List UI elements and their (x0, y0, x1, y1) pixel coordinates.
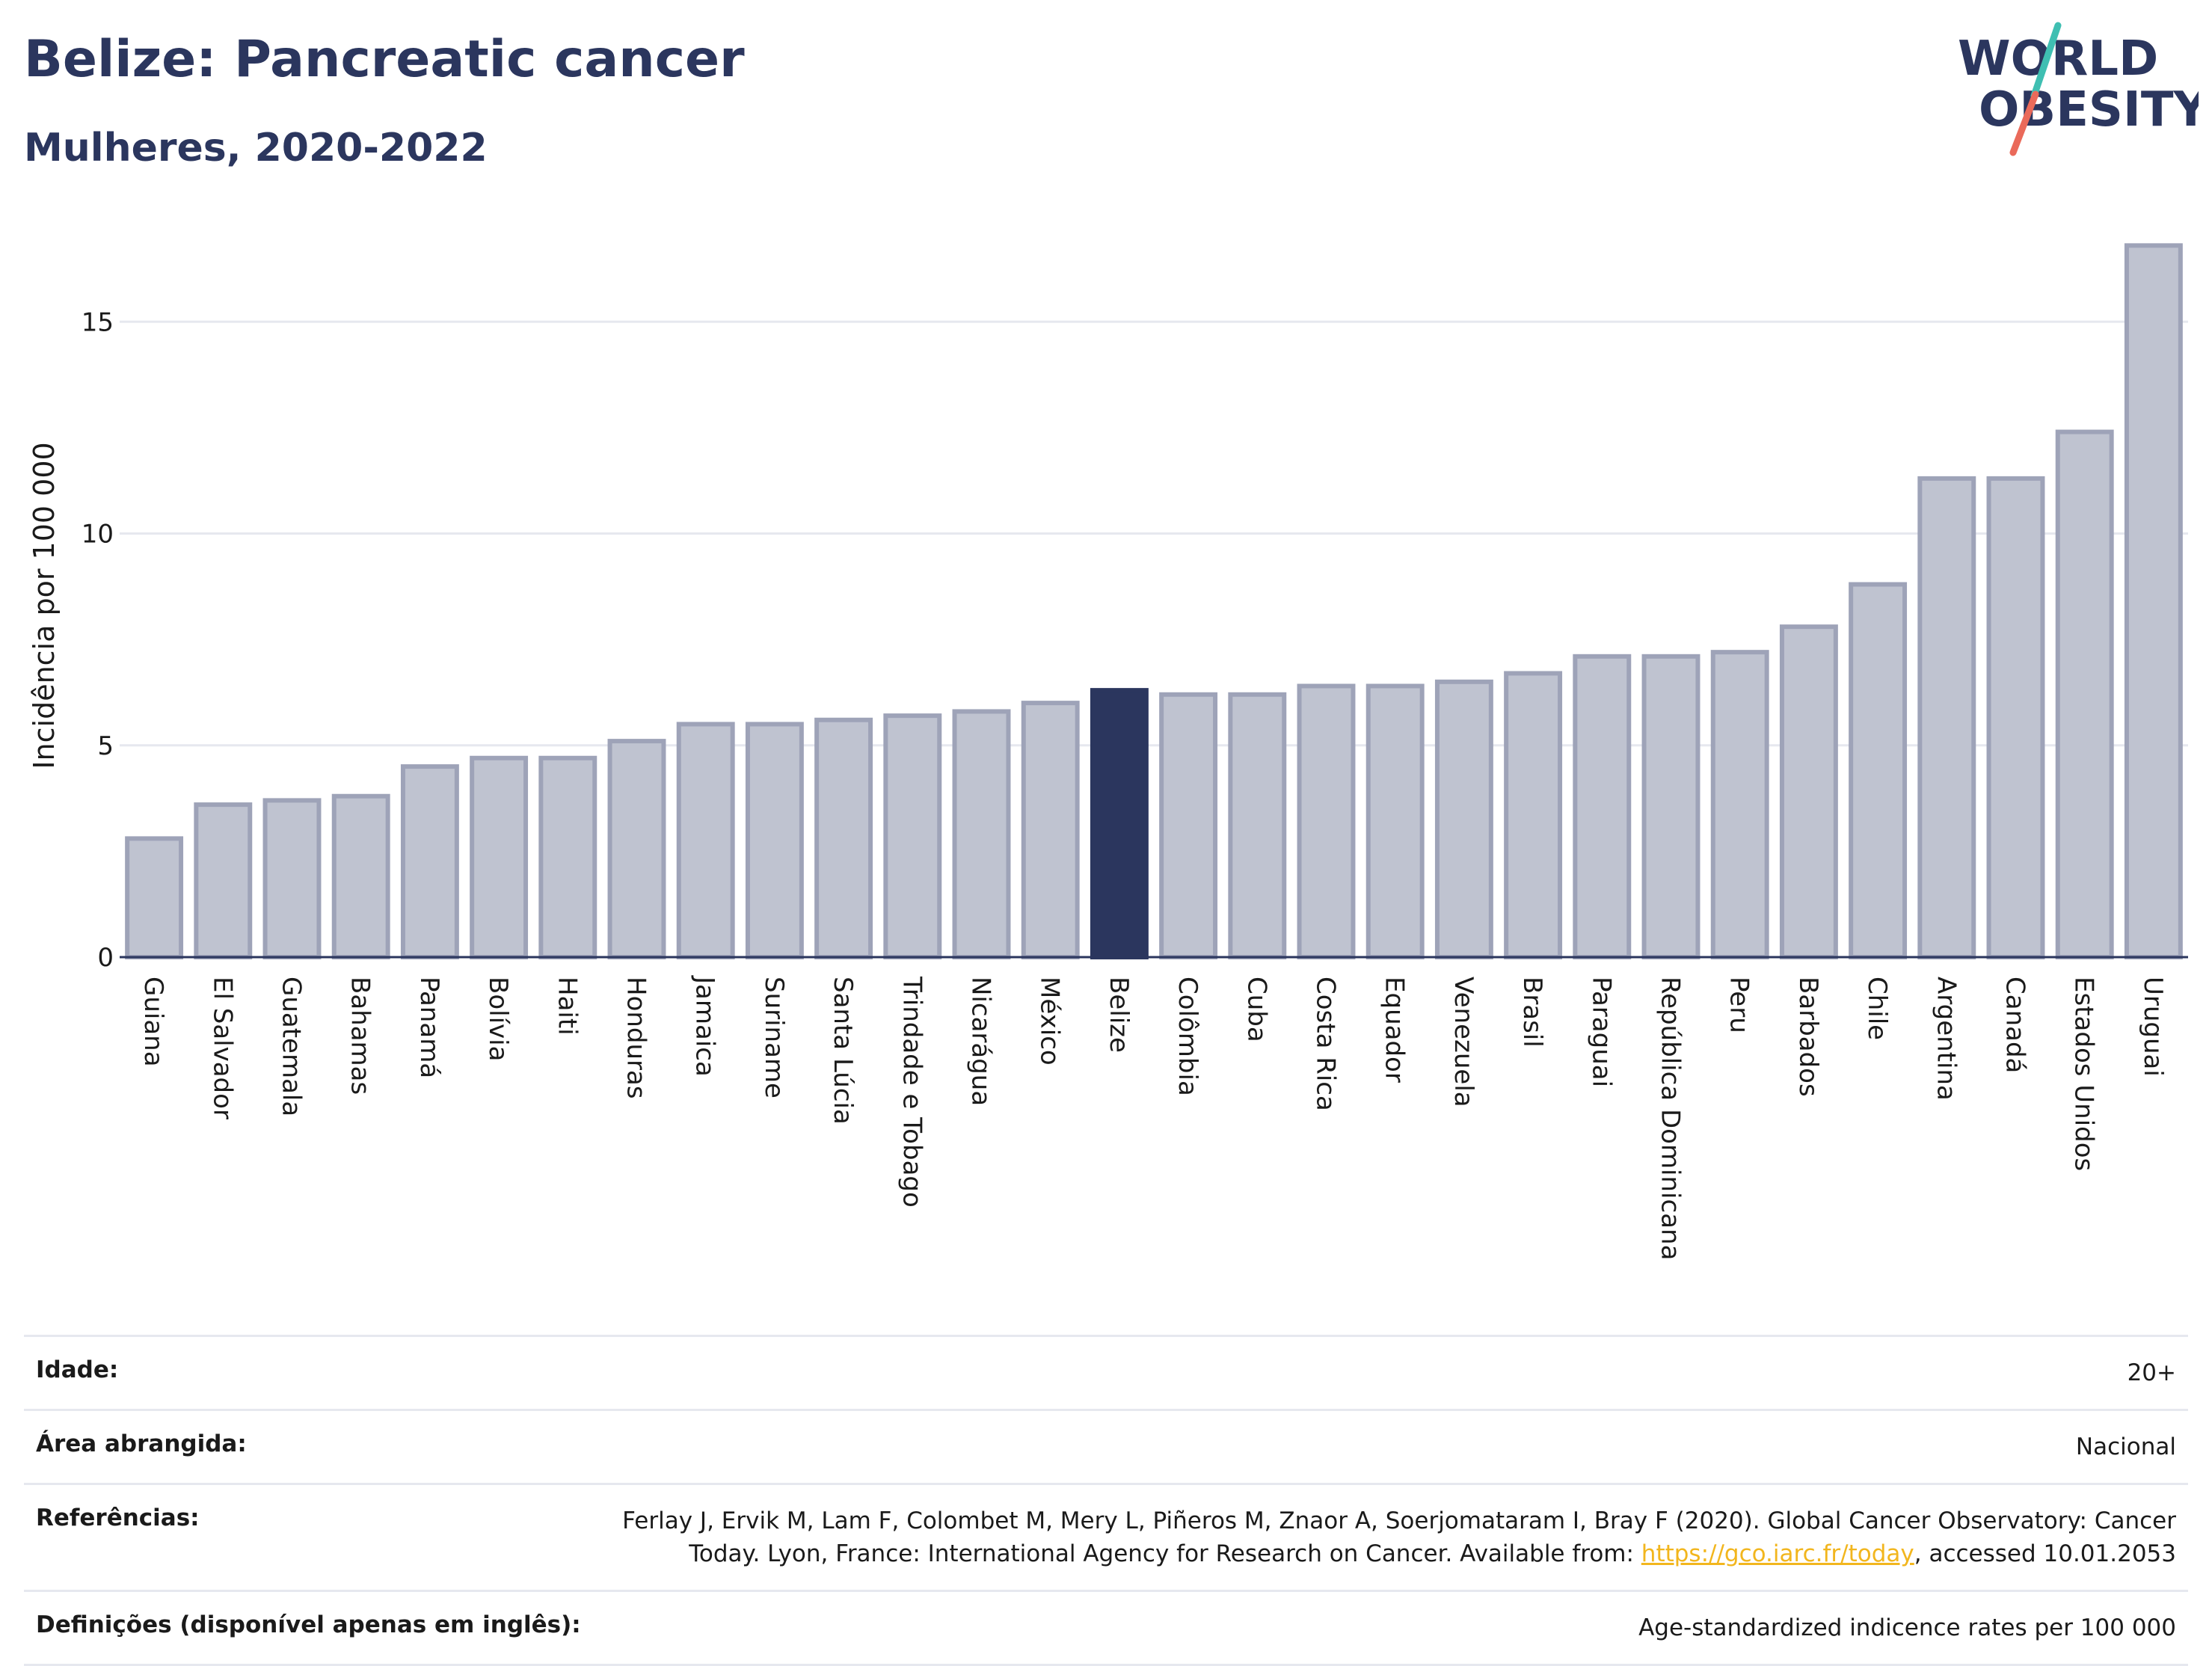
x-tick-label: Trindade e Tobago (897, 976, 927, 1208)
bar-el-salvador (194, 802, 253, 959)
x-tick-label: Argentina (1931, 977, 1961, 1101)
x-tick-label: Chile (1862, 977, 1892, 1040)
bar-col-mbia (1159, 692, 1218, 959)
info-row-area: Área abrangida: Nacional (24, 1409, 2188, 1483)
x-tick-label: Santa Lúcia (828, 977, 858, 1125)
bar-bol-via (470, 755, 529, 960)
x-tick-label: Cuba (1241, 977, 1271, 1042)
bar-argentina (1917, 476, 1976, 959)
bar-haiti (538, 755, 597, 960)
y-tick-label: 10 (82, 520, 114, 550)
x-tick-label: Haiti (552, 977, 582, 1036)
bar-chart: 0 5 10 15 Guiana El Salvador Guatemala Bahamas… (28, 243, 2188, 1260)
logo-slash-coral (2009, 90, 2039, 156)
x-tick-label: Suriname (759, 977, 789, 1098)
bar-honduras (607, 739, 666, 959)
y-tick-labels: 0 5 10 15 (82, 307, 114, 973)
bar-estados-unidos (2055, 429, 2114, 959)
gridlines (120, 320, 2188, 747)
bar-m-xico (1021, 701, 1080, 960)
bar-chile (1849, 582, 1908, 959)
bar-barbados (1779, 624, 1838, 959)
bar-paraguai (1573, 654, 1632, 960)
bar-canad- (1986, 476, 2045, 959)
x-tick-label: Uruguai (2138, 977, 2168, 1077)
bar-suriname (745, 722, 804, 959)
x-tick-label: Honduras (621, 977, 651, 1099)
world-obesity-logo: WORLD OBESITY (1958, 22, 2199, 156)
y-tick-label: 15 (82, 307, 114, 337)
y-axis-label: Incidência por 100 000 (28, 442, 61, 769)
chart-title: Belize: Pancreatic cancer (24, 30, 745, 89)
x-tick-label: Costa Rica (1311, 977, 1341, 1111)
x-tick-labels: Guiana El Salvador Guatemala Bahamas Panamá B… (138, 975, 2168, 1260)
bar-equador (1365, 683, 1425, 959)
x-tick-label: Estados Unidos (2069, 977, 2099, 1171)
x-tick-label: Guatemala (277, 977, 307, 1116)
logo-word-obesity: OBESITY (1979, 82, 2199, 138)
x-tick-label: Bahamas (345, 977, 375, 1095)
bar-belize (1090, 688, 1149, 959)
bar-costa-rica (1297, 683, 1356, 959)
bar-venezuela (1434, 679, 1493, 959)
info-label-definitions: Definições (disponível apenas em inglês)… (36, 1611, 581, 1638)
x-tick-label: Barbados (1793, 977, 1823, 1097)
bar-bahamas (331, 793, 390, 960)
x-tick-label: República Dominicana (1656, 977, 1686, 1260)
x-tick-label: Equador (1380, 977, 1410, 1083)
bar-uruguai (2124, 243, 2183, 959)
x-tick-label: Nicarágua (966, 977, 996, 1106)
x-tick-label: Bolívia (483, 977, 513, 1061)
info-label-references: Referências: (36, 1504, 200, 1531)
info-row-age: Idade: 20+ (24, 1335, 2188, 1409)
bar-nicar-gua (952, 709, 1011, 960)
y-tick-label: 5 (97, 731, 114, 761)
bar-trindade-e-tobago (883, 713, 942, 959)
info-value-references: Ferlay J, Ervik M, Lam F, Colombet M, Me… (568, 1504, 2176, 1570)
info-row-references: Referências: Ferlay J, Ervik M, Lam F, C… (24, 1483, 2188, 1590)
bar-santa-l-cia (814, 717, 873, 960)
info-label-area: Área abrangida: (36, 1430, 247, 1457)
info-table: Idade: 20+ Área abrangida: Nacional Refe… (24, 1335, 2188, 1666)
info-value-age: 20+ (2127, 1359, 2176, 1386)
x-tick-label: Jamaica (690, 975, 720, 1077)
x-tick-label: El Salvador (207, 977, 237, 1119)
x-tick-label: Canadá (2000, 977, 2030, 1073)
logo-slash-teal (2030, 22, 2062, 99)
logo-word-world: WORLD (1958, 31, 2158, 87)
x-tick-label: Venezuela (1448, 977, 1478, 1107)
bar-peru (1710, 650, 1769, 959)
bar-panam- (400, 764, 459, 960)
bar-jamaica (676, 722, 735, 959)
bar-guiana (125, 836, 184, 959)
reference-suffix: , accessed 10.01.2053 (1914, 1540, 2176, 1567)
chart-subtitle: Mulheres, 2020-2022 (24, 126, 488, 170)
x-tick-label: Belize (1104, 977, 1134, 1053)
x-tick-label: Brasil (1517, 977, 1547, 1048)
x-tick-label: Peru (1724, 977, 1754, 1033)
bars (125, 243, 2183, 960)
bar-cuba (1228, 692, 1287, 959)
bar-guatemala (262, 798, 322, 959)
reference-text: Ferlay J, Ervik M, Lam F, Colombet M, Me… (622, 1507, 2176, 1567)
info-value-definitions: Age-standardized indicence rates per 100… (1638, 1614, 2176, 1641)
reference-link[interactable]: https://gco.iarc.fr/today (1641, 1540, 1914, 1567)
x-tick-label: México (1035, 977, 1065, 1066)
bar-rep-blica-dominicana (1641, 654, 1701, 960)
x-tick-label: Panamá (414, 977, 444, 1078)
x-tick-label: Colômbia (1173, 977, 1202, 1096)
x-tick-label: Guiana (138, 977, 168, 1067)
x-tick-label: Paraguai (1586, 977, 1616, 1087)
y-tick-label: 0 (97, 943, 114, 973)
info-label-age: Idade: (36, 1356, 119, 1383)
info-value-area: Nacional (2075, 1433, 2176, 1460)
bar-brasil (1504, 671, 1563, 960)
